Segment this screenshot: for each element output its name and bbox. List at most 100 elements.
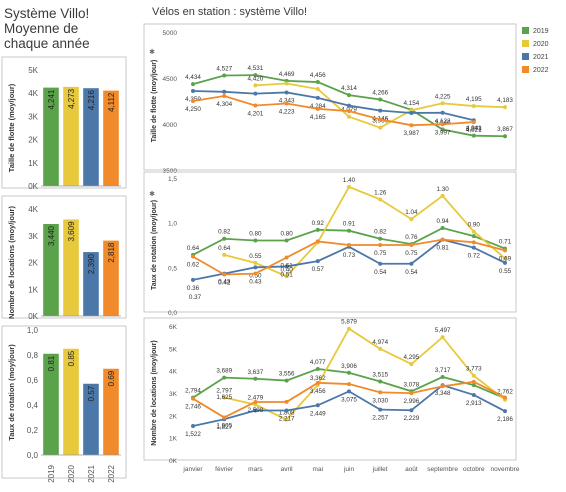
y-tick-label: 1,5 (168, 176, 177, 183)
legend: 2019 2020 2021 2022 (522, 27, 549, 74)
bar-value-label: 3,440 (47, 225, 56, 246)
data-label: 0.69 (499, 255, 512, 262)
series-point-2021 (409, 110, 414, 115)
series-point-2020 (471, 104, 476, 109)
data-label: 0.72 (468, 253, 481, 260)
legend-label-2022: 2022 (533, 67, 549, 74)
bar-2019 (43, 87, 59, 186)
data-label: 4,314 (341, 85, 357, 92)
data-label: 3,556 (279, 371, 295, 378)
x-tick-label: janvier (182, 466, 203, 473)
bar-2020 (63, 86, 79, 186)
x-tick-label: 2019 (47, 464, 56, 482)
data-label: 3,873 (466, 126, 482, 133)
y-axis-label: Taille de flotte (moy/jour) (7, 83, 16, 172)
y-tick-label: 0K (169, 458, 178, 465)
y-tick-label: 4K (169, 369, 178, 376)
data-label: 1.40 (343, 177, 356, 184)
data-label: 0.42 (218, 279, 231, 286)
data-label: 1,522 (185, 431, 201, 438)
series-point-2019 (191, 82, 195, 87)
series-point-2019 (315, 80, 320, 85)
y-tick-label: 3K (28, 232, 38, 241)
series-point-2021 (191, 424, 195, 429)
y-tick-label: 2K (28, 136, 38, 145)
y-tick-label: 4K (28, 205, 38, 214)
data-label: 4,434 (185, 74, 201, 81)
series-line-2022 (192, 95, 474, 127)
data-label: 0.75 (405, 250, 418, 257)
series-line-2020 (223, 185, 506, 278)
data-label: 4,041 (466, 125, 482, 132)
data-label: 2,913 (466, 400, 482, 407)
series-point-2022 (253, 271, 258, 276)
series-point-2022 (471, 379, 476, 384)
series-line-2020 (224, 327, 506, 421)
bar-value-label: 2,390 (87, 254, 96, 275)
series-point-2020 (253, 83, 258, 88)
series-line-2021 (192, 90, 475, 122)
y-tick-label: 4000 (163, 122, 178, 129)
data-label: 4,225 (435, 93, 451, 100)
data-label: 4,223 (279, 108, 295, 115)
y-tick-label: 0,6 (27, 376, 39, 385)
y-axis-label: Taille de flotte (moy/jour) (151, 60, 158, 143)
series-point-2019 (440, 374, 445, 379)
x-tick-label: mai (313, 466, 323, 473)
data-label: 0.57 (312, 266, 325, 273)
series-point-2021 (503, 409, 507, 414)
data-label: 0.54 (374, 269, 387, 276)
data-label: 2,797 (216, 388, 232, 395)
series-point-2022 (253, 399, 258, 404)
data-label: 1.30 (436, 186, 449, 193)
data-label: 2,217 (279, 415, 295, 422)
series-point-2022 (191, 99, 195, 103)
data-label: 2,598 (248, 407, 264, 414)
data-label: 1.26 (374, 189, 387, 196)
x-tick-label: mars (248, 466, 263, 473)
series-point-2022 (471, 240, 476, 245)
series-point-2022 (440, 122, 445, 127)
data-label: 4,469 (279, 71, 295, 78)
data-label: 1,827 (216, 424, 232, 431)
data-label: 0.82 (218, 229, 231, 236)
y-axis-label: Taux de rotation (moy/jour) (7, 344, 16, 441)
y-tick-label: 4500 (163, 76, 178, 83)
bar-panel-frame (1, 195, 127, 319)
data-label: 3,987 (404, 130, 420, 137)
series-point-2022 (440, 384, 445, 389)
legend-swatch-2020 (522, 40, 529, 47)
series-point-2019 (503, 134, 507, 139)
series-point-2022 (347, 382, 351, 387)
series-point-2022 (378, 243, 383, 247)
data-label: 0.61 (280, 263, 293, 270)
data-label: 1,808 (279, 410, 295, 417)
data-label: 3,689 (216, 368, 232, 375)
series-point-2019 (284, 378, 289, 383)
data-label: 0.62 (187, 262, 200, 269)
data-label: 0.51 (280, 271, 293, 278)
bar-2019 (43, 353, 59, 455)
series-point-2021 (284, 90, 289, 95)
series-point-2022 (222, 272, 227, 277)
series-point-2022 (253, 103, 258, 108)
series-point-2022 (222, 94, 227, 99)
series-point-2022 (191, 254, 195, 259)
data-label: 0.50 (249, 272, 262, 279)
y-tick-label: 1,0 (168, 221, 177, 228)
series-point-2019 (471, 383, 476, 388)
left-title-line-2: Moyenne de (4, 21, 79, 36)
series-point-2021 (378, 261, 383, 266)
bar-panel-2: 0K 1K 2K 3K 4K Nombre de locations (moy/jour)… (1, 195, 127, 321)
left-title-line-1: Système Villo! (4, 6, 90, 21)
series-point-2021 (378, 407, 383, 412)
series-point-2022 (347, 109, 351, 114)
series-point-2019 (253, 73, 258, 78)
series-point-2021 (315, 95, 320, 100)
legend-label-2019: 2019 (533, 28, 549, 35)
y-tick-label: 0,8 (27, 351, 39, 360)
line-panel-frame (143, 23, 517, 171)
series-point-2019 (347, 93, 351, 98)
data-label: 0.81 (436, 245, 449, 252)
data-label: 3,773 (466, 366, 482, 373)
